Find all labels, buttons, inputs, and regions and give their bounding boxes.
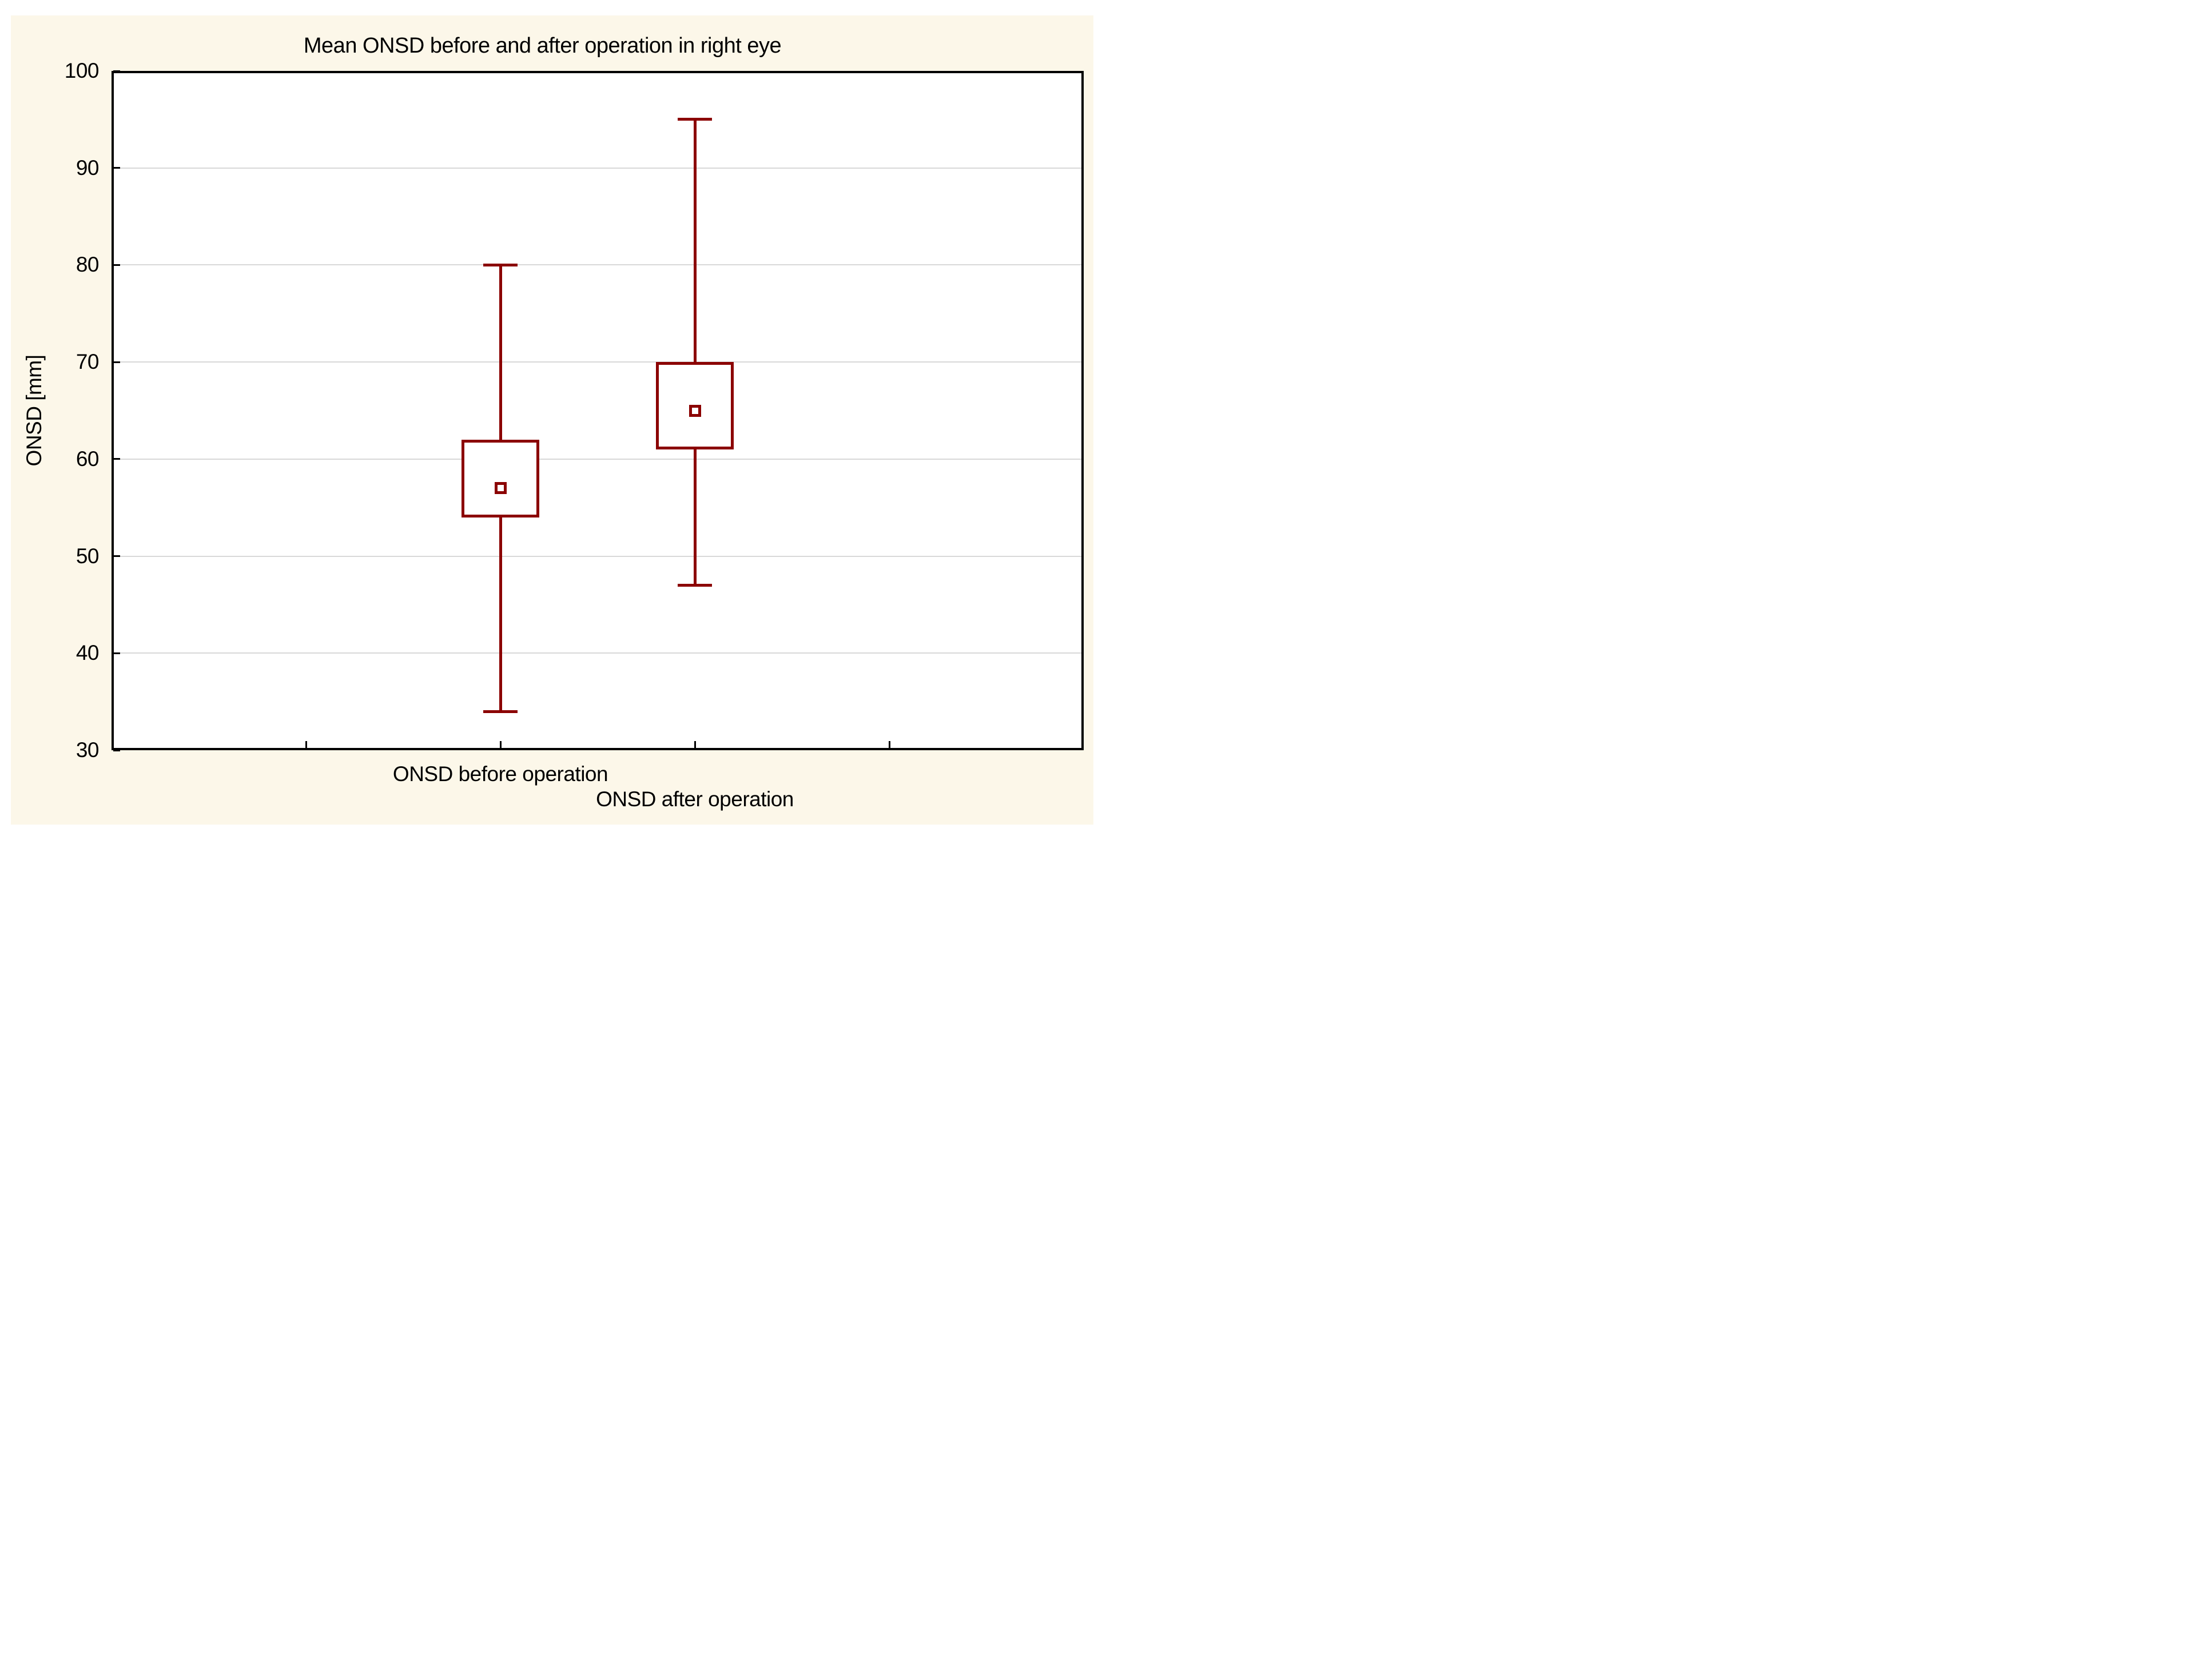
gridline	[112, 556, 1084, 557]
y-tick-label: 70	[75, 350, 100, 373]
gridline	[112, 459, 1084, 460]
x-tick-mark	[694, 741, 696, 748]
y-tick-label: 50	[75, 544, 100, 568]
y-tick-label: 100	[64, 59, 100, 82]
y-tick-mark	[113, 458, 120, 460]
plot-background	[112, 71, 1084, 750]
x-tick-mark	[305, 741, 307, 748]
y-tick-mark	[113, 264, 120, 266]
y-tick-label: 80	[75, 253, 100, 276]
boxplot-figure: Mean ONSD before and after operation in …	[0, 0, 1106, 838]
y-tick-mark	[113, 652, 120, 654]
plot-area: 100 90 80 70 60 50 40 30	[11, 15, 1093, 825]
whisker-cap-top	[678, 118, 712, 121]
x-category-label-before: ONSD before operation	[392, 762, 608, 786]
box	[462, 440, 539, 517]
figure-panel: Mean ONSD before and after operation in …	[11, 15, 1093, 825]
y-tick-label: 90	[75, 156, 100, 180]
x-tick-mark	[889, 741, 890, 748]
whisker-cap-top	[483, 264, 518, 266]
y-tick-label: 60	[75, 447, 100, 471]
y-tick-mark	[113, 361, 120, 363]
axes-frame	[112, 71, 1084, 750]
whisker-cap-bottom	[483, 710, 518, 713]
gridline	[112, 652, 1084, 654]
chart-title: Mean ONSD before and after operation in …	[303, 34, 782, 58]
y-tick-mark	[113, 555, 120, 557]
y-tick-mark	[113, 750, 120, 751]
mean-marker	[495, 482, 507, 494]
y-tick-label: 30	[75, 738, 100, 762]
mean-marker	[689, 405, 701, 417]
gridline	[112, 168, 1084, 169]
y-tick-mark	[113, 167, 120, 169]
whisker-cap-bottom	[678, 584, 712, 587]
y-tick-label: 40	[75, 641, 100, 664]
whisker-line	[694, 120, 697, 586]
x-category-label-after: ONSD after operation	[596, 787, 794, 811]
gridline	[112, 361, 1084, 363]
x-tick-mark	[500, 741, 502, 748]
gridline	[112, 264, 1084, 265]
